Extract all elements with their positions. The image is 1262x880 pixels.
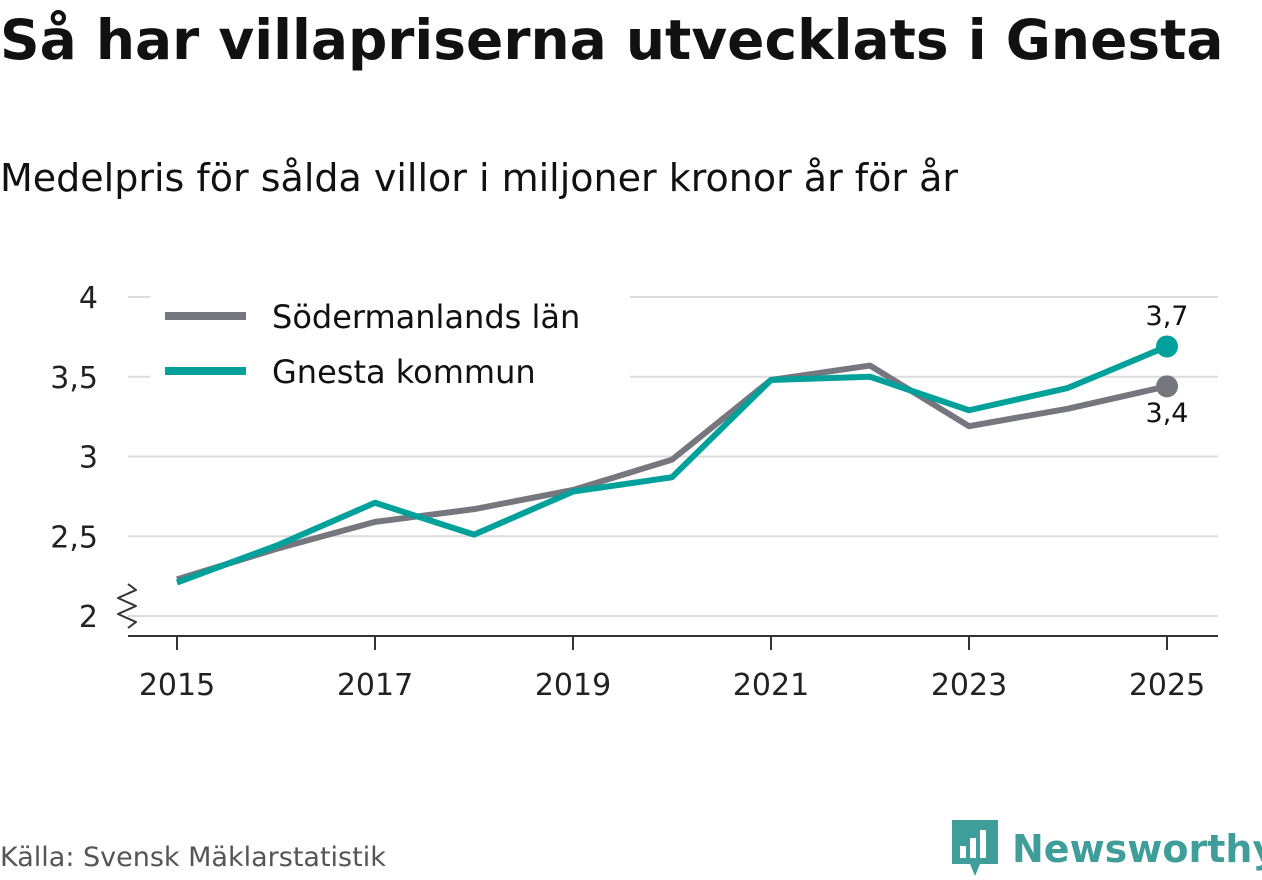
end-labels: 3,7 3,4 xyxy=(1146,301,1189,429)
x-tick-label: 2019 xyxy=(535,668,611,703)
axis-break-icon xyxy=(117,583,137,629)
legend-background xyxy=(150,288,630,398)
y-axis-ticks: 2 2,5 3 3,5 4 xyxy=(50,281,98,635)
chart-subtitle: Medelpris för sålda villor i miljoner kr… xyxy=(0,156,959,200)
end-point-lan xyxy=(1156,375,1178,398)
y-tick-label: 3 xyxy=(79,441,98,476)
line-chart: 2 2,5 3 3,5 4 2015 2017 2019 2021 2023 2025 Söder… xyxy=(50,281,1218,703)
y-tick-label: 4 xyxy=(79,281,98,316)
series-line-lan xyxy=(176,362,1168,583)
y-tick-label: 2,5 xyxy=(50,520,98,555)
source-note: Källa: Svensk Mäklarstatistik xyxy=(0,842,386,873)
brand-name: Newsworthy xyxy=(1012,827,1262,871)
legend-label-lan: Södermanlands län xyxy=(272,298,580,336)
end-label-kommun: 3,7 xyxy=(1146,301,1189,332)
x-tick-label: 2017 xyxy=(337,668,413,703)
brand-logo[interactable]: Newsworthy xyxy=(950,818,1262,880)
end-label-lan: 3,4 xyxy=(1146,398,1189,429)
y-tick-label: 3,5 xyxy=(50,361,98,396)
series-lines xyxy=(175,335,1178,586)
x-axis-ticks: 2015 2017 2019 2021 2023 2025 xyxy=(139,636,1205,703)
legend-label-kommun: Gnesta kommun xyxy=(272,353,536,391)
end-point-kommun xyxy=(1156,335,1178,358)
x-tick-label: 2015 xyxy=(139,668,215,703)
x-tick-label: 2023 xyxy=(931,668,1007,703)
y-tick-label: 2 xyxy=(79,600,98,635)
legend: Södermanlands län Gnesta kommun xyxy=(150,288,630,398)
x-tick-label: 2025 xyxy=(1129,668,1205,703)
chart-title: Så har villapriserna utvecklats i Gnesta xyxy=(0,8,1224,72)
newsworthy-icon xyxy=(952,820,998,876)
x-tick-label: 2021 xyxy=(733,668,809,703)
x-axis xyxy=(117,583,1218,637)
series-line-kommun xyxy=(175,343,1169,586)
